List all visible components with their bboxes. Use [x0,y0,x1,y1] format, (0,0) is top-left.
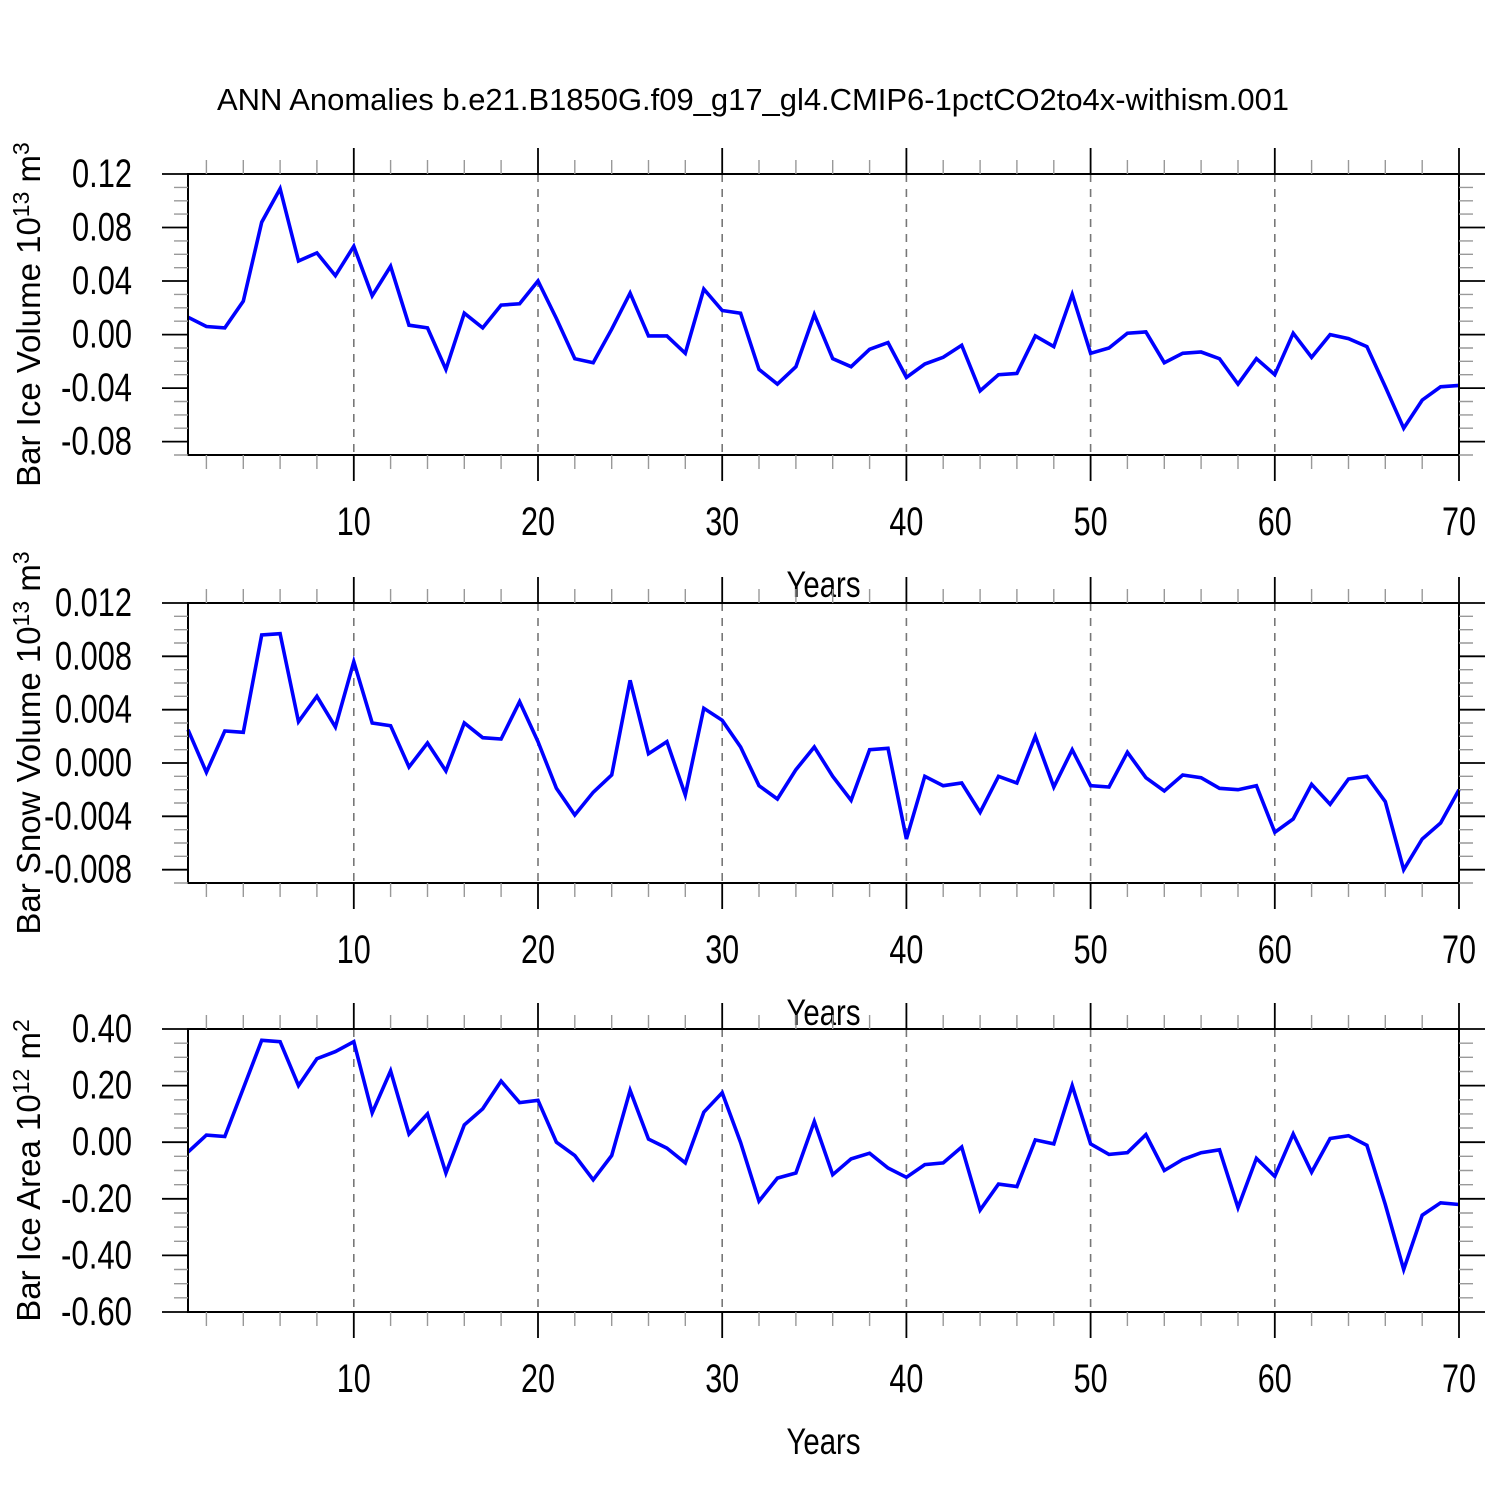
y-tick-label: -0.004 [44,794,132,838]
y-tick-label: -0.40 [61,1233,132,1277]
x-tick-label: 20 [521,1357,555,1401]
bar-ice-area-line [186,1038,1460,1276]
x-tick-label: 10 [337,928,371,972]
y-tick-label: 0.004 [55,688,132,732]
x-tick-label: 70 [1442,500,1476,544]
y-tick-label: 0.00 [72,1120,132,1164]
x-tick-label: 10 [337,500,371,544]
x-tick-label: 50 [1074,1357,1108,1401]
figure-title: ANN Anomalies b.e21.B1850G.f09_g17_gl4.C… [217,82,1289,117]
plot-frame [187,173,1460,456]
y-axis-title: Bar Ice Volume 1013 m3 [8,142,47,487]
x-tick-label: 30 [705,928,739,972]
y-axis-title-sup: 3 [8,142,34,155]
x-tick-label: 20 [521,500,555,544]
x-tick-label: 30 [705,500,739,544]
x-tick-label: 10 [337,1357,371,1401]
y-axis-title-part: m [10,155,47,192]
x-tick-label: 40 [889,1357,923,1401]
y-axis-title-part: Bar Ice Volume 10 [10,217,47,487]
charts-root: 0.12 0.08 0.04 0.00 -0.04 -0.08 10 20 30 40 50 60 70… [8,142,1485,1462]
plot-frame [187,602,1460,884]
y-tick-label: 0.008 [55,634,132,678]
x-axis-title: Years [787,992,861,1033]
y-axis-title-sup: 3 [8,551,34,564]
x-tick-label: 60 [1258,928,1292,972]
x-tick-label: 60 [1258,500,1292,544]
bar-ice-volume-line [187,183,1460,432]
y-tick-label: -0.60 [61,1290,132,1334]
y-axis-title: Bar Ice Area 1012 m2 [8,1019,47,1322]
y-tick-label: 0.012 [55,581,132,625]
y-tick-label: -0.08 [61,420,132,464]
x-tick-label: 60 [1258,1357,1292,1401]
x-tick-label: 40 [889,500,923,544]
x-tick-label: 50 [1074,500,1108,544]
y-tick-label: 0.12 [72,152,132,196]
y-tick-label: 0.00 [72,313,132,357]
bar-snow-volume-line [186,631,1461,875]
x-tick-label: 40 [889,928,923,972]
y-tick-label: -0.008 [44,848,132,892]
x-tick-label: 20 [521,928,555,972]
panel-bar-snow-volume: 0.012 0.008 0.004 0.000 -0.004 -0.008 10 20 30 40… [8,551,1485,1033]
y-tick-label: -0.20 [61,1177,132,1221]
x-axis-title: Years [787,564,861,605]
y-axis-title-sup: 2 [8,1019,34,1032]
y-tick-label: 0.20 [72,1064,132,1108]
y-tick-label: -0.04 [61,366,132,410]
y-axis-title-sup: 13 [8,601,34,627]
x-axis-title: Years [787,1421,861,1462]
y-axis-title: Bar Snow Volume 1013 m3 [8,551,47,934]
x-tick-label: 50 [1074,928,1108,972]
y-tick-label: 0.04 [72,259,132,303]
y-tick-label: 0.40 [72,1007,132,1051]
y-axis-title-sup: 13 [8,192,34,218]
y-tick-label: 0.08 [72,206,132,250]
y-axis-title-part: m [10,564,47,601]
y-axis-title-sup: 12 [8,1069,34,1095]
y-axis-title-part: Bar Ice Area 10 [10,1094,47,1321]
x-tick-label: 70 [1442,928,1476,972]
panel-bar-ice-volume: 0.12 0.08 0.04 0.00 -0.04 -0.08 10 20 30 40 50 60 70… [8,142,1485,605]
y-axis-title-part: Bar Snow Volume 10 [10,626,47,934]
panel-bar-ice-area: 0.40 0.20 0.00 -0.20 -0.40 -0.60 10 20 30 40 50 60 7… [8,1003,1485,1462]
y-tick-label: 0.000 [55,741,132,785]
y-axis-title-part: m [10,1032,47,1069]
x-tick-label: 30 [705,1357,739,1401]
x-tick-label: 70 [1442,1357,1476,1401]
